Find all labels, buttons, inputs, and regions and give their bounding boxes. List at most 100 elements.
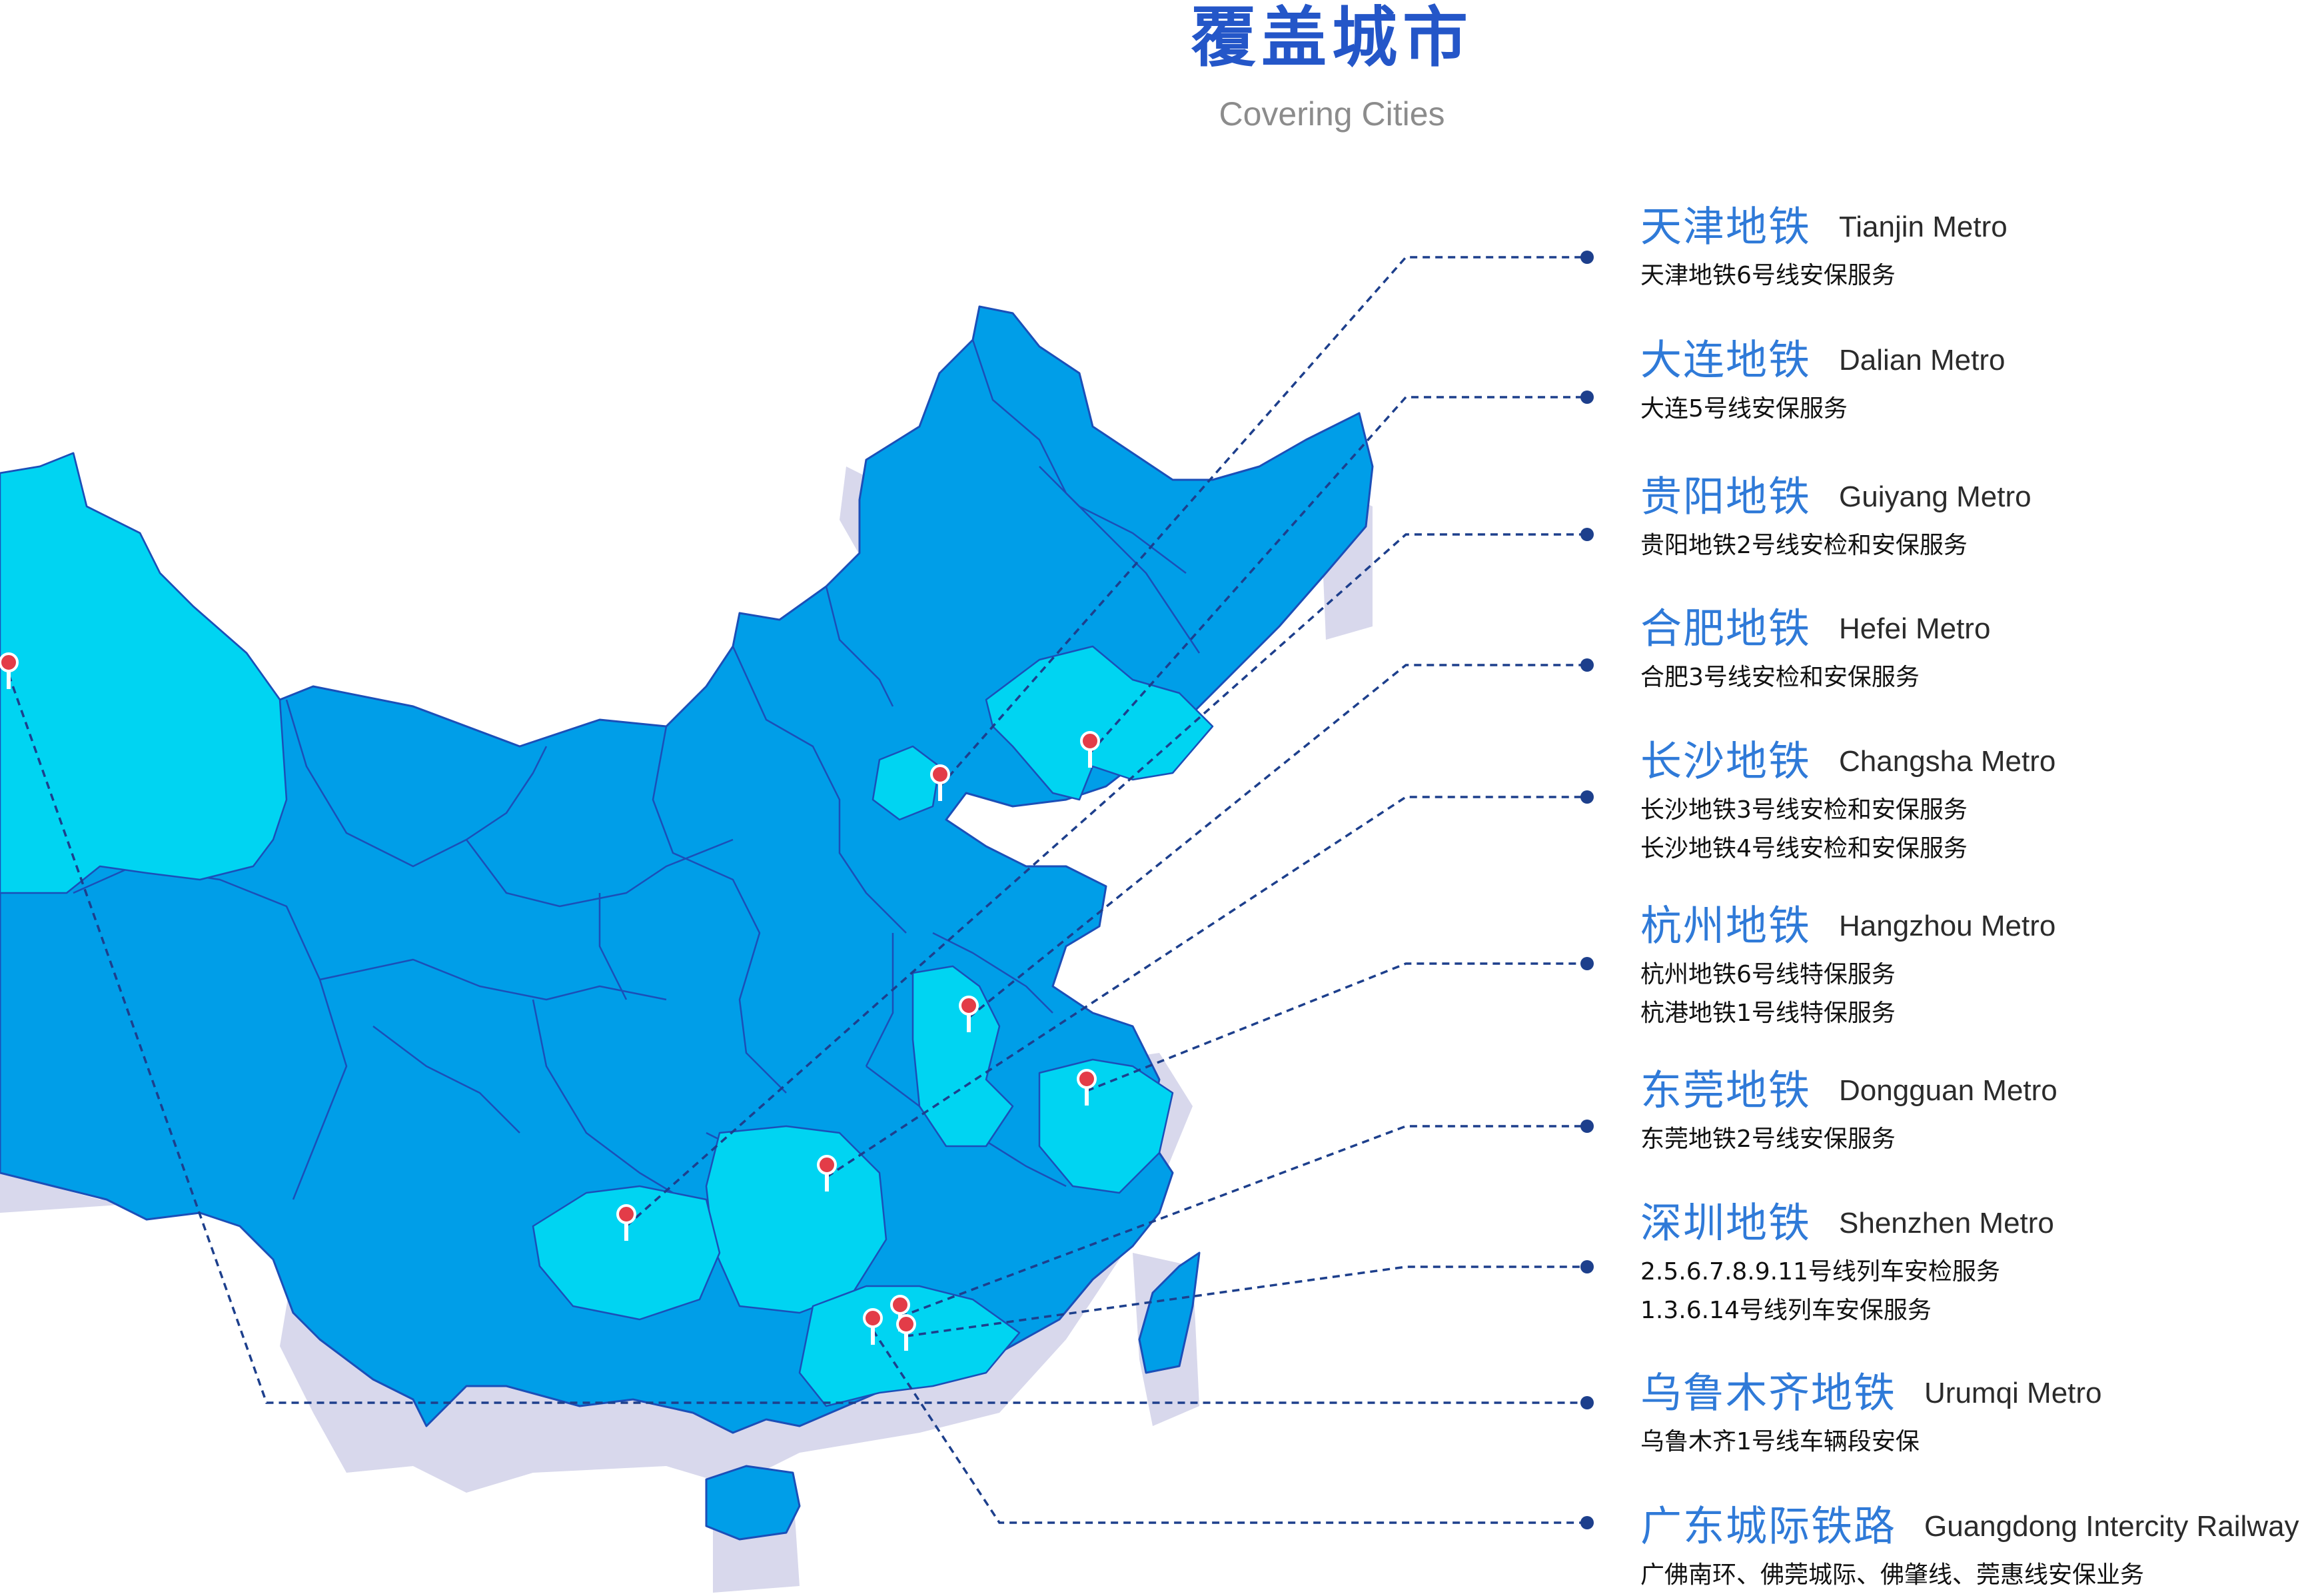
map-pin-icon: [930, 764, 950, 801]
map-pin-icon: [863, 1308, 883, 1345]
city-name-cn: 深圳地铁: [1640, 1198, 1812, 1247]
city-service-line: 杭州地铁6号线特保服务: [1640, 960, 1896, 988]
city-heading: 乌鲁木齐地铁 Urumqi Metro: [1640, 1366, 2320, 1420]
map-pin-icon: [817, 1155, 837, 1192]
city-name-cn: 东莞地铁: [1640, 1066, 1812, 1115]
city-name-en: Dalian Metro: [1839, 343, 2006, 377]
leader-line-urumqi: [7, 674, 1587, 1404]
province-borders: [73, 339, 1201, 1267]
city-heading: 广东城际铁路 Guangdong Intercity Railway: [1640, 1499, 2320, 1553]
city-service-line: 2.5.6.7.8.9.11号线列车安检服务: [1640, 1257, 2000, 1285]
leader-dot-changsha: [1580, 790, 1594, 804]
city-heading: 贵阳地铁 Guiyang Metro: [1640, 470, 2320, 524]
map-pin-icon: [616, 1204, 636, 1241]
city-name-cn: 大连地铁: [1640, 335, 1812, 385]
city-service-line: 乌鲁木齐1号线车辆段安保: [1640, 1427, 1920, 1455]
city-service-line: 杭港地铁1号线特保服务: [1640, 999, 1896, 1027]
leader-line-hangzhou: [1086, 962, 1587, 1092]
leader-dot-urumqi: [1580, 1396, 1594, 1409]
city-heading: 东莞地铁 Dongguan Metro: [1640, 1064, 2320, 1118]
city-name-en: Tianjin Metro: [1839, 210, 2008, 243]
city-heading: 合肥地铁 Hefei Metro: [1640, 602, 2320, 656]
city-entry-shenzhen: 深圳地铁 Shenzhen Metro 2.5.6.7.8.9.11号线列车安检服务…: [1640, 1196, 2320, 1327]
city-entry-changsha: 长沙地铁 Changsha Metro 长沙地铁3号线安检和安保服务 长沙地铁4号线安…: [1640, 734, 2320, 866]
page-subtitle: Covering Cities: [1219, 95, 1445, 133]
map-hainan: [705, 1465, 801, 1541]
map-pin-icon: [896, 1314, 916, 1351]
map-provinces: [0, 305, 1374, 1541]
city-entry-guangdong: 广东城际铁路 Guangdong Intercity Railway 广佛南环、佛莞…: [1640, 1499, 2320, 1592]
leader-line-hefei: [967, 664, 1587, 1019]
city-service-line: 1.3.6.14号线列车安保服务: [1640, 1296, 1932, 1324]
leader-dots: [1580, 251, 1594, 1529]
leader-dot-hefei: [1580, 658, 1594, 672]
zhejiang-region: [1038, 1058, 1174, 1194]
tianjin-region: [872, 745, 941, 821]
leader-line-dongguan: [899, 1125, 1587, 1318]
city-entry-hefei: 合肥地铁 Hefei Metro 合肥3号线安检和安保服务: [1640, 602, 2320, 694]
map-pin-icon: [1080, 731, 1100, 768]
highlighted-provinces: [0, 452, 1214, 1407]
city-entry-tianjin: 天津地铁 Tianjin Metro 天津地铁6号线安保服务: [1640, 200, 2320, 293]
city-heading: 杭州地铁 Hangzhou Metro: [1640, 899, 2320, 953]
city-service-line: 大连5号线安保服务: [1640, 395, 1848, 422]
leader-line-dalian: [1089, 396, 1587, 754]
map-pin-icon: [0, 652, 19, 689]
city-name-cn: 贵阳地铁: [1640, 472, 1812, 521]
city-name-en: Hefei Metro: [1839, 612, 1991, 645]
leader-line-changsha: [826, 796, 1587, 1178]
leader-lines: [7, 256, 1587, 1524]
map-pin-icon: [1077, 1069, 1097, 1106]
leader-line-shenzhen: [905, 1265, 1587, 1337]
map-pin-icon: [959, 996, 979, 1032]
city-entry-dalian: 大连地铁 Dalian Metro 大连5号线安保服务: [1640, 333, 2320, 426]
city-name-cn: 杭州地铁: [1640, 901, 1812, 950]
city-name-cn: 长沙地铁: [1640, 736, 1812, 786]
city-name-en: Hangzhou Metro: [1839, 909, 2056, 942]
leader-line-guangdong: [872, 1329, 1587, 1524]
leader-dot-dongguan: [1580, 1120, 1594, 1133]
city-name-en: Shenzhen Metro: [1839, 1206, 2054, 1239]
page-title: 覆盖城市: [1190, 0, 1473, 76]
city-heading: 深圳地铁 Shenzhen Metro: [1640, 1196, 2320, 1250]
city-name-en: Guiyang Metro: [1839, 480, 2032, 513]
city-service-line: 天津地铁6号线安保服务: [1640, 261, 1896, 289]
city-service-line: 长沙地铁4号线安检和安保服务: [1640, 834, 1968, 862]
leader-dot-shenzhen: [1580, 1260, 1594, 1273]
anhui-region: [911, 965, 1014, 1148]
leader-dot-dalian: [1580, 391, 1594, 404]
xinjiang-region: [0, 452, 288, 894]
leader-dot-guangdong: [1580, 1516, 1594, 1529]
city-name-en: Guangdong Intercity Railway: [1924, 1509, 2299, 1543]
city-entry-urumqi: 乌鲁木齐地铁 Urumqi Metro 乌鲁木齐1号线车辆段安保: [1640, 1366, 2320, 1459]
city-name-cn: 天津地铁: [1640, 202, 1812, 251]
city-name-en: Dongguan Metro: [1839, 1074, 2057, 1107]
city-pins: [0, 652, 1100, 1351]
city-name-en: Changsha Metro: [1839, 744, 2056, 778]
city-name-cn: 乌鲁木齐地铁: [1640, 1368, 1897, 1417]
city-service-line: 合肥3号线安检和安保服务: [1640, 663, 1920, 691]
city-name-en: Urumqi Metro: [1924, 1376, 2102, 1409]
city-entry-dongguan: 东莞地铁 Dongguan Metro 东莞地铁2号线安保服务: [1640, 1064, 2320, 1156]
leader-dot-hangzhou: [1580, 957, 1594, 970]
city-service-line: 东莞地铁2号线安保服务: [1640, 1125, 1896, 1153]
city-service-line: 贵阳地铁2号线安检和安保服务: [1640, 531, 1968, 559]
guangdong-region: [798, 1285, 1021, 1407]
leader-dot-guiyang: [1580, 528, 1594, 541]
leader-line-guiyang: [625, 533, 1587, 1227]
map-mainland: [0, 305, 1374, 1434]
city-heading: 大连地铁 Dalian Metro: [1640, 333, 2320, 387]
city-entry-hangzhou: 杭州地铁 Hangzhou Metro 杭州地铁6号线特保服务 杭港地铁1号线特保服务: [1640, 899, 2320, 1030]
leader-dot-tianjin: [1580, 251, 1594, 264]
city-heading: 天津地铁 Tianjin Metro: [1640, 200, 2320, 254]
city-service-line: 广佛南环、佛莞城际、佛肇线、莞惠线安保业务: [1640, 1561, 2145, 1589]
guizhou-region: [532, 1185, 721, 1321]
city-entry-guiyang: 贵阳地铁 Guiyang Metro 贵阳地铁2号线安检和安保服务: [1640, 470, 2320, 562]
map-taiwan: [1138, 1251, 1201, 1374]
city-name-cn: 合肥地铁: [1640, 604, 1812, 653]
leader-line-tianjin: [939, 256, 1587, 788]
liaoning-region: [985, 645, 1214, 801]
city-name-cn: 广东城际铁路: [1640, 1501, 1897, 1551]
city-service-line: 长沙地铁3号线安检和安保服务: [1640, 796, 1968, 824]
